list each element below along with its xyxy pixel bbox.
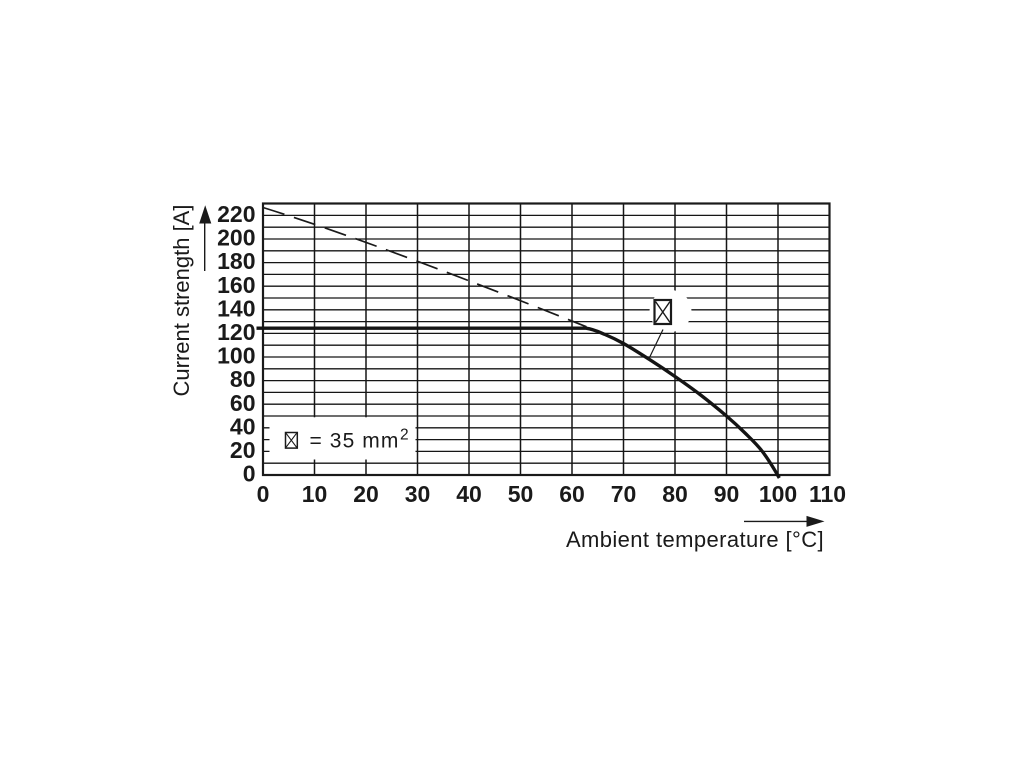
svg-text:70: 70 (611, 481, 637, 507)
svg-text:120: 120 (217, 319, 255, 345)
svg-text:10: 10 (302, 481, 328, 507)
svg-text:20: 20 (353, 481, 379, 507)
svg-text:100: 100 (759, 481, 797, 507)
svg-text:40: 40 (230, 413, 256, 439)
svg-text:60: 60 (559, 481, 585, 507)
svg-text:80: 80 (662, 481, 688, 507)
svg-text:80: 80 (230, 366, 256, 392)
svg-text:50: 50 (508, 481, 534, 507)
svg-text:= 35 mm2: = 35 mm2 (310, 427, 410, 453)
svg-text:100: 100 (217, 343, 255, 369)
svg-text:160: 160 (217, 272, 255, 298)
svg-text:220: 220 (217, 201, 255, 227)
svg-text:20: 20 (230, 437, 256, 463)
svg-text:110: 110 (809, 481, 846, 507)
svg-text:180: 180 (217, 248, 255, 274)
svg-text:30: 30 (405, 481, 431, 507)
svg-text:40: 40 (456, 481, 482, 507)
svg-text:200: 200 (217, 225, 255, 251)
svg-text:Ambient temperature [°C]: Ambient temperature [°C] (566, 527, 824, 552)
svg-text:0: 0 (257, 481, 270, 507)
svg-text:140: 140 (217, 295, 255, 321)
svg-text:90: 90 (714, 481, 740, 507)
svg-text:Current strength [A]: Current strength [A] (169, 205, 194, 397)
svg-text:60: 60 (230, 390, 256, 416)
svg-text:0: 0 (243, 461, 256, 487)
